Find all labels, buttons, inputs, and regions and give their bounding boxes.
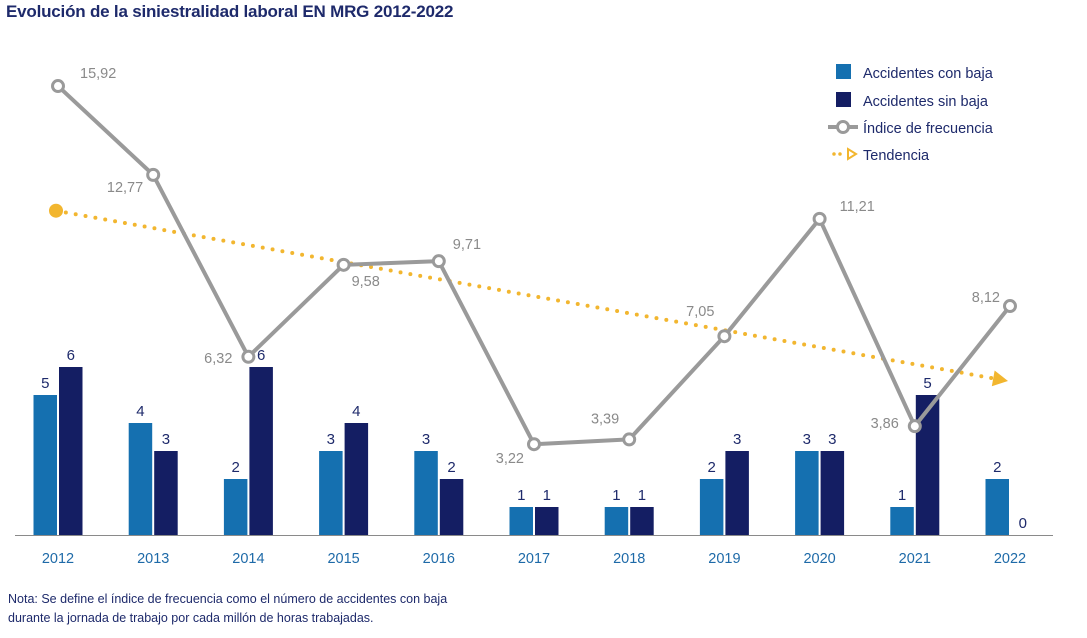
trend-arrow: [991, 370, 1008, 387]
bar-label-sin-baja: 5: [923, 375, 931, 392]
x-tick-label: 2019: [708, 551, 740, 567]
trend-line: [54, 208, 994, 381]
bar-label-sin-baja: 6: [67, 347, 75, 364]
bar-sin-baja: [439, 479, 464, 535]
index-label: 11,21: [840, 199, 875, 215]
index-point: [336, 257, 351, 272]
bar-sin-baja: [154, 451, 178, 535]
bar-label-con-baja: 3: [327, 431, 335, 448]
bar-sin-baja: [59, 367, 83, 535]
x-tick-label: 2017: [518, 551, 550, 567]
x-tick-label: 2021: [899, 551, 931, 567]
bar-label-con-baja: 2: [993, 459, 1001, 476]
index-point: [812, 211, 827, 226]
bar-sin-baja: [249, 367, 273, 535]
bar-label-con-baja: 1: [517, 487, 525, 504]
index-label: 3,86: [871, 416, 899, 432]
bar-con-baja: [319, 451, 343, 535]
index-label: 6,32: [204, 351, 232, 367]
x-tick-label: 2015: [327, 551, 359, 567]
legend-label-con-baja: Accidentes con baja: [863, 66, 994, 82]
bar-label-con-baja: 3: [803, 431, 811, 448]
bar-label-con-baja: 2: [231, 459, 239, 476]
x-tick-label: 2012: [42, 551, 74, 567]
index-point: [241, 349, 256, 364]
x-tick-label: 2018: [613, 551, 645, 567]
footnote-line-2: durante la jornada de trabajo por cada m…: [8, 611, 374, 625]
bar-sin-baja: [915, 395, 940, 535]
x-tick-label: 2016: [423, 551, 455, 567]
legend-swatch-con-baja: [836, 64, 851, 79]
index-point: [527, 437, 541, 452]
footnote: Nota: Se define el índice de frecuencia …: [8, 590, 447, 628]
index-point: [146, 167, 161, 182]
bar-sin-baja: [535, 507, 559, 535]
x-tick-label: 2013: [137, 551, 169, 567]
index-label: 9,71: [453, 237, 481, 253]
bar-label-con-baja: 2: [707, 459, 715, 476]
x-tick-label: 2014: [232, 551, 264, 567]
bar-label-sin-baja: 2: [447, 459, 455, 476]
bar-label-con-baja: 1: [612, 487, 620, 504]
index-label: 3,22: [496, 451, 524, 467]
index-label: 3,39: [591, 411, 619, 427]
bar-label-con-baja: 1: [898, 487, 906, 504]
index-point: [717, 329, 732, 344]
bar-label-sin-baja: 3: [733, 431, 741, 448]
bar-con-baja: [414, 451, 438, 535]
legend-marker-indice: [836, 120, 850, 134]
legend-label-tendencia: Tendencia: [863, 148, 930, 164]
index-label: 15,92: [80, 66, 116, 82]
index-line: [56, 84, 1012, 447]
index-label: 9,58: [352, 274, 380, 290]
bar-label-sin-baja: 6: [257, 347, 265, 364]
legend-label-sin-baja: Accidentes sin baja: [863, 94, 989, 110]
bar-label-con-baja: 5: [41, 375, 49, 392]
footnote-line-1: Nota: Se define el índice de frecuencia …: [8, 592, 448, 606]
bar-label-con-baja: 4: [136, 403, 144, 420]
index-point: [907, 419, 922, 434]
bar-con-baja: [699, 479, 724, 535]
index-label: 12,77: [107, 180, 143, 196]
bar-sin-baja: [630, 507, 654, 535]
index-point: [622, 432, 637, 447]
bar-sin-baja: [725, 451, 749, 535]
bar-label-sin-baja: 1: [543, 487, 551, 504]
bar-label-con-baja: 3: [422, 431, 430, 448]
legend-swatch-sin-baja: [836, 92, 851, 107]
bar-con-baja: [604, 507, 629, 535]
bar-con-baja: [33, 395, 57, 535]
bar-sin-baja: [344, 423, 369, 535]
bar-label-sin-baja: 3: [162, 431, 170, 448]
index-point: [51, 79, 65, 94]
bar-con-baja: [890, 507, 914, 535]
bar-sin-baja: [820, 451, 845, 535]
bar-con-baja: [223, 479, 248, 535]
index-label: 8,12: [972, 290, 1000, 306]
bar-label-sin-baja: 4: [352, 403, 360, 420]
x-tick-label: 2022: [994, 551, 1026, 567]
chart-title: Evolución de la siniestralidad laboral E…: [6, 2, 454, 21]
index-label: 7,05: [686, 304, 714, 320]
bar-con-baja: [795, 451, 819, 535]
bar-label-sin-baja: 3: [828, 431, 836, 448]
x-tick-label: 2020: [803, 551, 835, 567]
bar-con-baja: [128, 423, 153, 535]
bar-label-sin-baja: 1: [638, 487, 646, 504]
bar-con-baja: [985, 479, 1009, 535]
trend-start-dot: [49, 203, 63, 218]
bar-con-baja: [509, 507, 533, 535]
index-point: [1003, 299, 1017, 314]
index-point: [431, 254, 446, 269]
bar-label-sin-baja: 0: [1019, 515, 1027, 532]
legend-label-indice: Índice de frecuencia: [863, 120, 994, 137]
legend-marker-tendencia: [847, 147, 858, 161]
